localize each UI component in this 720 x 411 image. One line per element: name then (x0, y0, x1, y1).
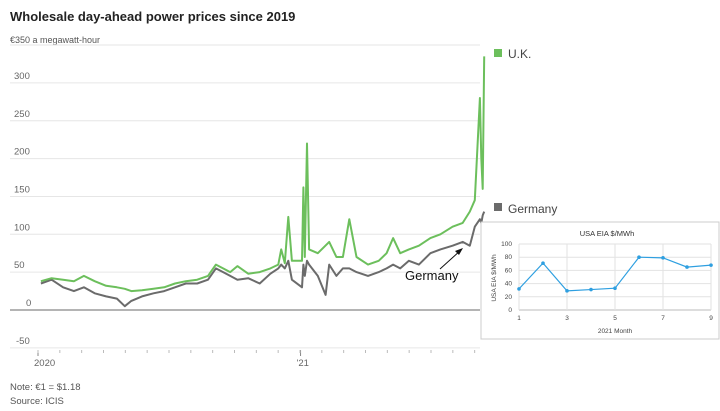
inset-x-tick-label: 3 (565, 315, 569, 322)
gridlines (10, 44, 480, 349)
inset-y-tick-label: 40 (505, 281, 513, 288)
footer-note: Note: €1 = $1.18 (10, 382, 81, 393)
inset-title: USA EIA $/MWh (580, 229, 635, 238)
inset-data-point (517, 287, 521, 291)
legend-label-germany: Germany (508, 202, 557, 216)
footer-source: Source: ICIS (10, 396, 64, 407)
legend-swatch-uk (494, 49, 502, 57)
inset-chart: USA EIA $/MWh USA EIA $/MWh 2021 Month 0… (480, 221, 720, 340)
y-tick-label: 50 (14, 260, 25, 271)
inset-y-label: USA EIA $/MWh (491, 254, 498, 302)
y-tick-label: 0 (26, 298, 31, 309)
inset-data-point (637, 255, 641, 259)
inset-x-tick-label: 9 (709, 315, 713, 322)
inset-y-tick-label: 20 (505, 294, 513, 301)
inset-data-point (541, 261, 545, 265)
inset-x-tick-label: 5 (613, 315, 617, 322)
annotation-germany: Germany (405, 268, 459, 283)
x-tick-label: '21 (297, 358, 309, 369)
inset-y-tick-label: 60 (505, 267, 513, 274)
legend-label-uk: U.K. (508, 47, 531, 61)
inset-data-point (589, 287, 593, 292)
series-lines (40, 56, 486, 308)
x-tick-label: 2020 (34, 358, 55, 369)
chart-title: Wholesale day-ahead power prices since 2… (10, 9, 295, 24)
inset-data-point (661, 256, 665, 260)
series-line-germany (40, 211, 486, 308)
legend-swatch-germany (494, 203, 502, 211)
inset-x-tick-label: 1 (517, 315, 521, 322)
inset-data-point (565, 289, 569, 293)
chart-subtitle: €350 a megawatt-hour (10, 35, 100, 45)
inset-data-point (685, 265, 689, 269)
inset-y-tick-label: 0 (508, 307, 512, 314)
series-line-u-k- (40, 56, 486, 293)
inset-y-tick-label: 80 (505, 254, 513, 261)
inset-data-point (613, 286, 617, 291)
y-tick-label: 300 (14, 71, 30, 82)
inset-x-tick-label: 7 (661, 315, 665, 322)
y-tick-label: -50 (16, 336, 30, 347)
annotation-arrowhead (455, 248, 463, 255)
y-tick-label: 200 (14, 147, 30, 158)
y-tick-label: 100 (14, 222, 30, 233)
y-tick-label: 250 (14, 109, 30, 120)
inset-data-point (709, 263, 713, 267)
y-axis: 300 250 200 150 100 50 0 -50 (14, 71, 31, 347)
y-tick-label: 150 (14, 184, 30, 195)
inset-x-label: 2021 Month (598, 328, 633, 335)
inset-y-tick-label: 100 (501, 241, 512, 248)
x-axis: 2020 '21 (34, 350, 476, 369)
inset-frame (480, 221, 720, 340)
